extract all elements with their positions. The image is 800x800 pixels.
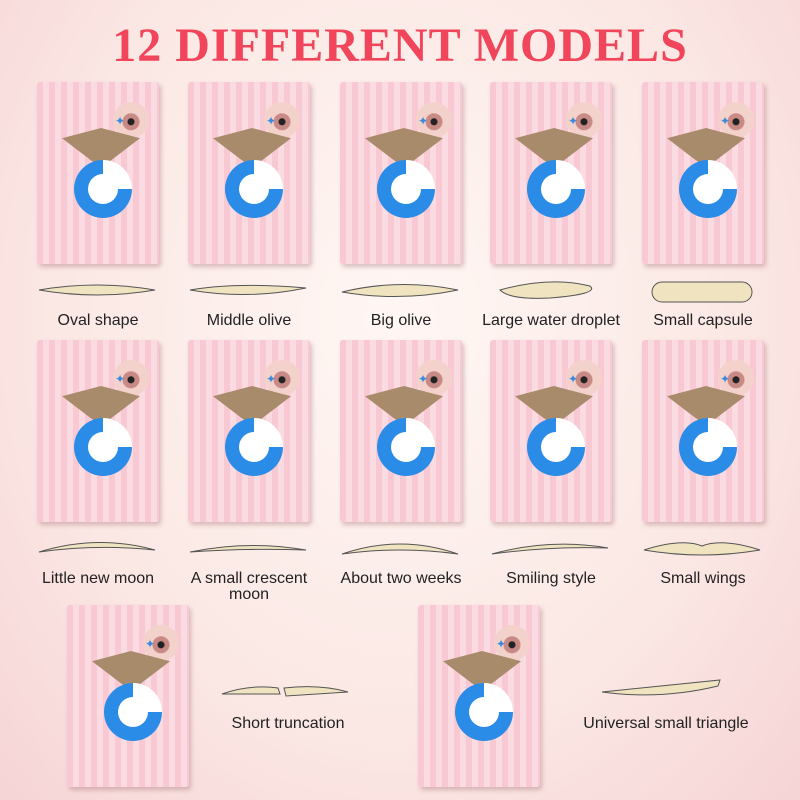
sparkle-icon: ✦ (720, 372, 731, 386)
ring-logo (104, 683, 162, 741)
product-package: ✦ (642, 340, 764, 522)
ring-logo (527, 418, 585, 476)
eye-photo (416, 360, 452, 396)
eye-photo (566, 102, 602, 138)
ring-logo (377, 418, 435, 476)
model-label: Small capsule (653, 312, 753, 329)
product-package: ✦ (37, 82, 159, 264)
sparkle-icon: ✦ (145, 637, 156, 651)
model-label: Oval shape (57, 312, 139, 329)
sticker-smile (491, 543, 609, 555)
sticker-wings (643, 542, 761, 556)
sparkle-icon: ✦ (568, 372, 579, 386)
sparkle-icon: ✦ (418, 372, 429, 386)
model-label: Universal small triangle (583, 715, 749, 732)
product-package: ✦ (418, 605, 540, 787)
eye-photo (264, 102, 300, 138)
sticker-droplet (499, 281, 593, 299)
ring-logo (225, 418, 283, 476)
sticker-big-olive (341, 283, 459, 298)
model-label: Little new moon (41, 570, 155, 587)
ring-logo (679, 160, 737, 218)
product-package: ✦ (188, 340, 310, 522)
sticker-moon (38, 541, 156, 553)
ring-logo (455, 683, 513, 741)
sticker-arc (341, 543, 459, 555)
model-label: A small crescent moon (190, 570, 308, 603)
sparkle-icon: ✦ (496, 637, 507, 651)
ring-logo (74, 418, 132, 476)
model-label: Big olive (370, 312, 432, 329)
ring-logo (527, 160, 585, 218)
eye-photo (416, 102, 452, 138)
model-label: Small wings (660, 570, 746, 587)
sparkle-icon: ✦ (720, 114, 731, 128)
ring-logo (74, 160, 132, 218)
model-label: Smiling style (506, 570, 596, 587)
sparkle-icon: ✦ (115, 114, 126, 128)
eye-photo (264, 360, 300, 396)
product-package: ✦ (340, 340, 462, 522)
sticker-triangle (601, 679, 721, 696)
product-package: ✦ (340, 82, 462, 264)
ring-logo (377, 160, 435, 218)
model-label: Middle olive (206, 312, 292, 329)
eye-photo (718, 102, 754, 138)
model-label: Large water droplet (482, 312, 620, 329)
sparkle-icon: ✦ (115, 372, 126, 386)
sparkle-icon: ✦ (266, 372, 277, 386)
model-label: About two weeks (340, 570, 462, 587)
ring-logo (225, 160, 283, 218)
eye-photo (718, 360, 754, 396)
product-package: ✦ (37, 340, 159, 522)
eye-photo (494, 625, 530, 661)
page-title: 12 DIFFERENT MODELS (112, 19, 688, 72)
product-package: ✦ (490, 82, 612, 264)
product-package: ✦ (188, 82, 310, 264)
sparkle-icon: ✦ (568, 114, 579, 128)
product-package: ✦ (642, 82, 764, 264)
sticker-capsule (651, 281, 753, 303)
product-package: ✦ (490, 340, 612, 522)
sparkle-icon: ✦ (418, 114, 429, 128)
sticker-olive (189, 284, 307, 296)
eye-photo (143, 625, 179, 661)
model-label: Short truncation (231, 715, 345, 732)
product-package: ✦ (67, 605, 189, 787)
sticker-truncation (221, 686, 349, 697)
ring-logo (679, 418, 737, 476)
sparkle-icon: ✦ (266, 114, 277, 128)
eye-photo (113, 102, 149, 138)
eye-photo (566, 360, 602, 396)
eye-photo (113, 360, 149, 396)
sticker-oval (38, 284, 156, 296)
sticker-crescent (189, 544, 307, 553)
